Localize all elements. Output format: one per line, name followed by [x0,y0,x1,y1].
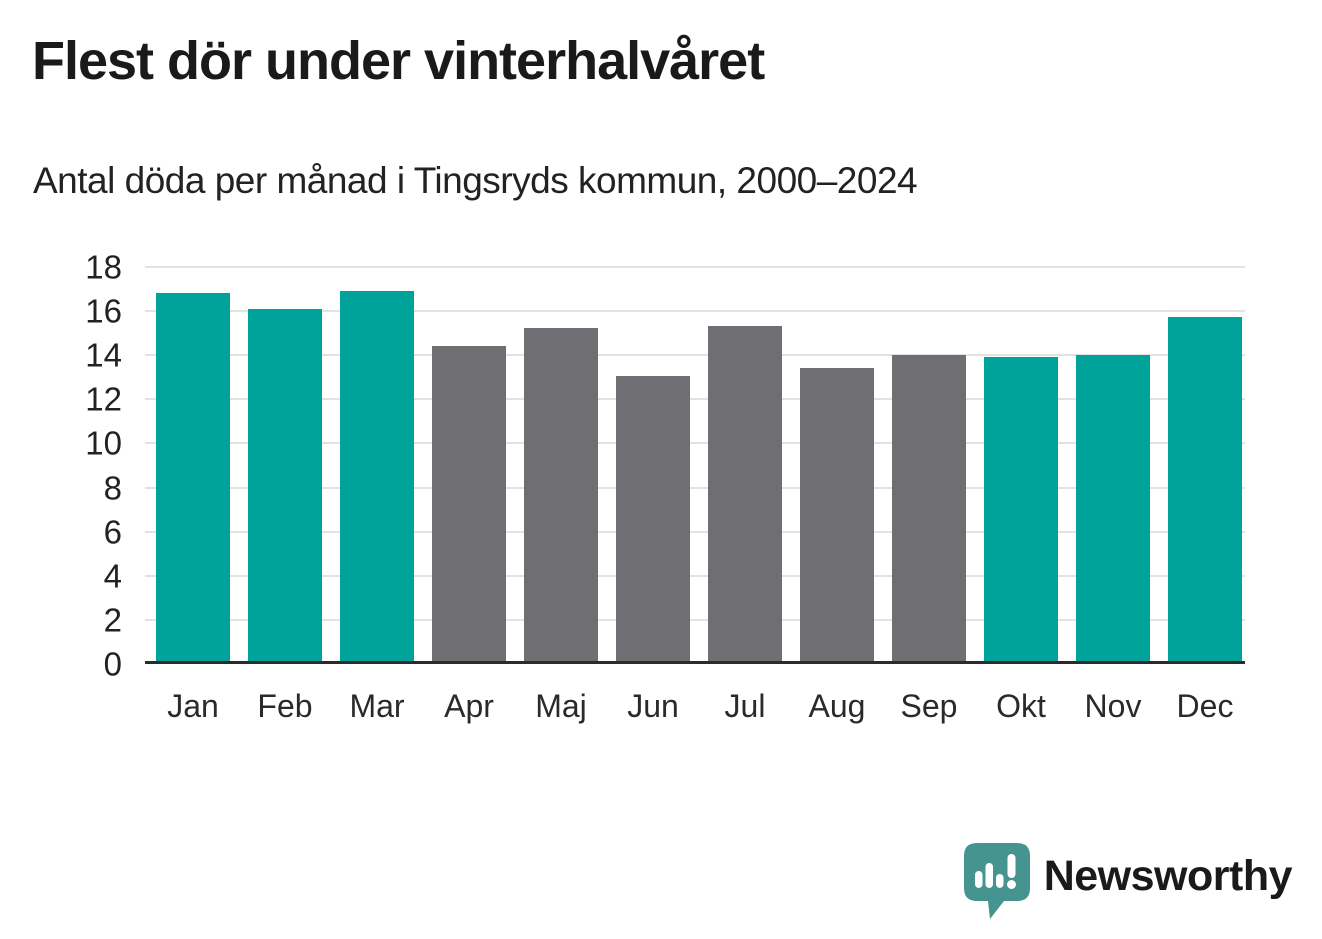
bar-feb [248,308,322,661]
chart-subtitle: Antal döda per månad i Tingsryds kommun,… [33,160,918,201]
x-tick-label-maj: Maj [535,688,587,724]
gridline-6 [145,530,1245,533]
gridline-14 [145,354,1245,357]
y-tick-label-0: 0 [103,645,122,683]
x-tick-label-okt: Okt [996,688,1046,724]
y-tick-label-12: 12 [85,380,122,418]
bar-okt [984,356,1058,661]
bar-nov [1076,354,1150,661]
y-tick-label-4: 4 [103,557,122,595]
y-tick-label-10: 10 [85,424,122,462]
x-tick-label-feb: Feb [257,688,313,724]
logo-bar-1 [974,871,983,888]
bar-maj [524,328,598,661]
bar-series [145,267,1245,661]
bar-mar [340,291,414,661]
bar-dec [1168,317,1242,661]
logo-exclamation-dot [1006,880,1016,889]
bar-jun [616,376,690,661]
x-tick-label-mar: Mar [349,688,405,724]
chart-title: Flest dör under vinterhalvåret [32,31,765,91]
x-tick-label-sep: Sep [900,688,958,724]
y-tick-label-6: 6 [103,513,122,551]
bar-jul [708,326,782,661]
y-tick-label-16: 16 [85,292,122,330]
y-tick-label-8: 8 [103,469,122,507]
y-tick-label-2: 2 [103,601,122,639]
y-tick-label-18: 18 [85,248,122,286]
newsworthy-logo-icon [963,843,1030,919]
x-tick-label-apr: Apr [444,688,494,724]
logo-bar-2 [985,863,993,888]
gridline-8 [145,486,1245,489]
plot-area [145,266,1245,664]
gridline-18 [145,266,1245,268]
bar-sep [892,354,966,661]
x-tick-label-jul: Jul [724,688,766,724]
y-axis: 0 2 4 6 8 10 12 14 16 18 [0,251,122,681]
logo-bar-3 [995,874,1004,888]
x-axis: Jan Feb Mar Apr Maj Jun Jul Aug Sep Okt Nov Dec [145,688,1245,725]
y-tick-label-14: 14 [85,336,122,374]
gridline-12 [145,398,1245,401]
x-tick-label-jan: Jan [167,688,219,724]
newsworthy-logo: Newsworthy [963,843,1293,921]
gridline-10 [145,442,1245,445]
bar-apr [432,345,506,661]
gridline-2 [145,618,1245,621]
gridline-16 [145,310,1245,313]
logo-exclamation-stem [1007,854,1016,878]
x-tick-label-dec: Dec [1176,688,1234,724]
gridline-4 [145,574,1245,577]
x-tick-label-jun: Jun [627,688,679,724]
bar-aug [800,367,874,661]
x-tick-label-nov: Nov [1084,688,1142,724]
x-tick-label-aug: Aug [808,688,866,724]
newsworthy-wordmark: Newsworthy [1043,852,1293,900]
bar-jan [156,293,230,661]
